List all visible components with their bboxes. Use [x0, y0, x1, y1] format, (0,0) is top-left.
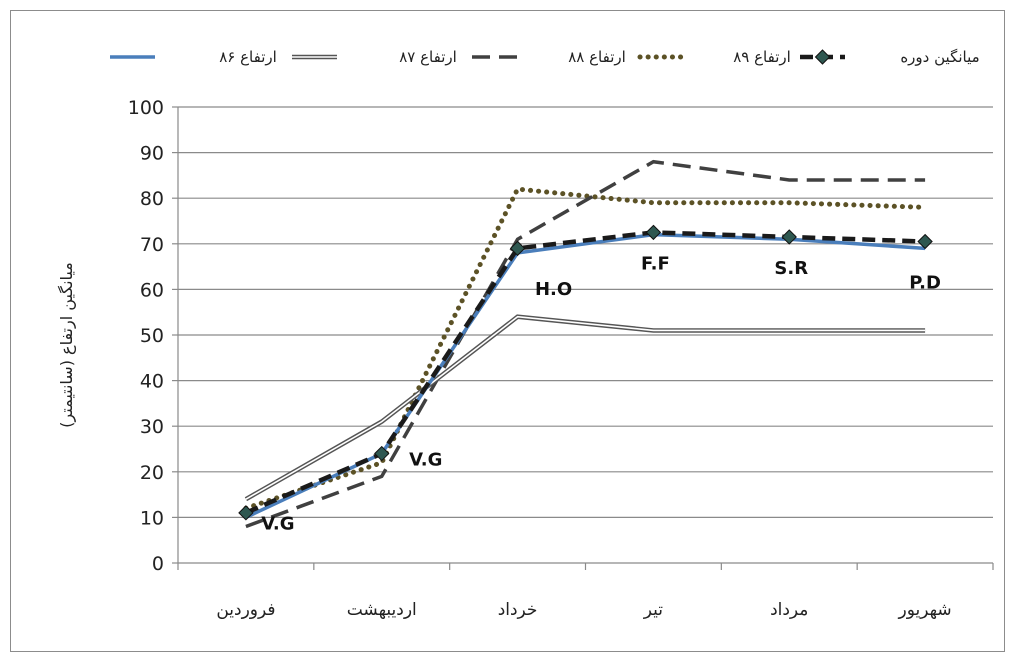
series-4-marker-2	[509, 240, 526, 257]
x-tick-label-4: مرداد	[770, 600, 808, 620]
y-tick-label-70: 70	[140, 234, 164, 256]
x-tick-label-1: اردیبهشت	[347, 600, 417, 620]
legend-marker-4	[814, 49, 831, 65]
axes: 0 10 20 30 40 50 60 70 80 90 100 فروردین اردیبهشت خرد…	[128, 97, 994, 620]
x-tick-label-5: شهریور	[897, 600, 951, 620]
series-line-3	[243, 186, 928, 511]
y-tick-label-40: 40	[140, 371, 164, 393]
annotation-0: V.G	[261, 513, 294, 534]
grid-lines	[178, 106, 993, 519]
series-line-4	[245, 230, 926, 515]
x-tick-label-0: فروردین	[216, 600, 275, 620]
legend-item-3: ارتفاع ۸۹	[637, 48, 791, 66]
y-tick-label-80: 80	[140, 188, 164, 210]
legend-label-0: ارتفاع ۸۶	[219, 48, 277, 66]
legend-label-1: ارتفاع ۸۷	[399, 48, 457, 66]
series-1	[244, 314, 926, 502]
annotation-1: V.G	[409, 450, 442, 471]
legend-item-0: ارتفاع ۸۶	[110, 48, 277, 66]
x-tick-label-2: خرداد	[498, 600, 538, 620]
series-3	[243, 186, 928, 511]
series-4	[238, 224, 933, 521]
legend-item-1: ارتفاع ۸۷	[292, 48, 457, 66]
point-annotations: V.G V.G H.O F.F S.R P.D	[261, 254, 941, 535]
legend-label-4: میانگین دوره	[900, 48, 979, 66]
series-4-marker-0	[238, 505, 254, 521]
y-tick-label-100: 100	[128, 97, 164, 119]
y-tick-label-30: 30	[140, 416, 164, 438]
y-tick-label-20: 20	[140, 462, 164, 484]
legend-item-4: میانگین دوره	[800, 48, 980, 66]
y-tick-label-50: 50	[140, 325, 164, 347]
series-line-inner-1	[245, 315, 926, 500]
annotation-2: H.O	[535, 279, 572, 300]
y-tick-label-0: 0	[152, 553, 164, 575]
annotation-5: P.D	[909, 272, 941, 293]
y-axis-title: میانگین ارتفاع (سانتیمتر)	[57, 262, 77, 428]
y-tick-label-10: 10	[140, 507, 164, 529]
annotation-3: F.F	[641, 254, 670, 275]
x-tick-label-3: تیر	[643, 600, 664, 620]
y-tick-label-90: 90	[140, 143, 164, 165]
series-2	[245, 159, 926, 529]
series-4-marker-3	[645, 224, 662, 241]
legend-label-3: ارتفاع ۸۹	[733, 48, 791, 66]
series-4-marker-1	[374, 445, 390, 462]
y-tick-label-60: 60	[140, 279, 164, 301]
legend: میانگین دوره ارتفاع ۸۹ ارتفاع ۸۸ ارتفاع ۸۷ ا…	[110, 48, 980, 66]
legend-label-2: ارتفاع ۸۸	[568, 48, 626, 66]
legend-item-2: ارتفاع ۸۸	[472, 48, 626, 66]
series-lines	[238, 159, 933, 529]
series-4-marker-5	[917, 233, 933, 250]
series-line-2	[245, 159, 926, 529]
annotation-4: S.R	[774, 258, 808, 279]
series-4-marker-4	[781, 229, 797, 245]
